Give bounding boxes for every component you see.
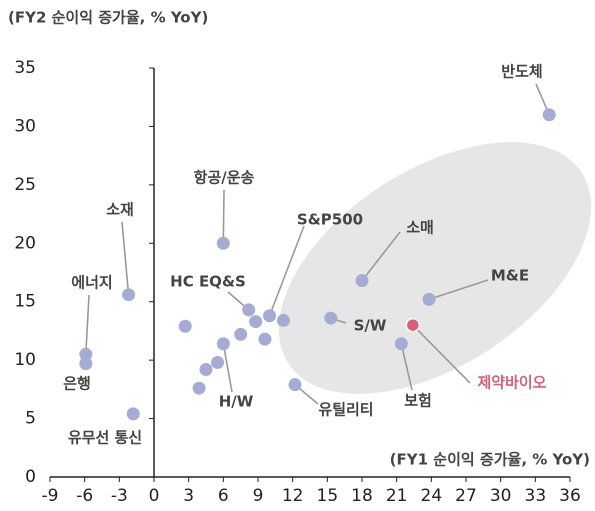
point: [216, 337, 230, 351]
x-tick-label: 0: [149, 486, 160, 506]
y-tick-label: 0: [25, 467, 36, 487]
point-label: 제약바이오: [477, 374, 546, 392]
x-tick-label: 3: [183, 486, 194, 506]
point: [276, 313, 290, 327]
y-tick-label: 30: [14, 116, 36, 136]
y-tick-label: 15: [14, 292, 36, 312]
x-tick-label: 6: [218, 486, 229, 506]
x-tick-label: 33: [525, 486, 547, 506]
point: [288, 378, 302, 392]
y-tick-label: 20: [14, 233, 36, 253]
x-axis-title: (FY1 순이익 증가율, % YoY): [390, 451, 590, 469]
point: [199, 362, 213, 376]
point-label: 유무선 통신: [68, 429, 142, 447]
point-label: H/W: [219, 393, 254, 411]
point-label: 반도체: [501, 63, 542, 81]
point: [542, 108, 556, 122]
y-tick-label: 35: [14, 58, 36, 78]
leader-line: [121, 221, 130, 295]
point-label: 항공/운송: [194, 169, 255, 187]
point: [79, 347, 93, 361]
point-label: S/W: [354, 317, 387, 335]
point: [178, 319, 192, 333]
point: [192, 381, 206, 395]
leader-line: [85, 294, 90, 355]
point: [249, 315, 263, 329]
point: [324, 311, 338, 325]
point: [394, 337, 408, 351]
point: [216, 236, 230, 250]
cluster-ellipse: [278, 142, 592, 394]
point: [405, 317, 421, 333]
leader-line: [412, 324, 471, 384]
point: [355, 274, 369, 288]
x-tick-label: -9: [42, 486, 59, 506]
x-tick-label: 21: [386, 486, 408, 506]
point: [242, 303, 256, 317]
leader-line: [400, 343, 413, 391]
y-tick-label: 10: [14, 350, 36, 370]
point-label: 에너지: [71, 274, 112, 292]
leader-line: [222, 343, 233, 393]
point: [258, 332, 272, 346]
point-label: HC EQ&S: [170, 273, 246, 291]
y-tick-label: 5: [25, 409, 36, 429]
leader-line: [222, 189, 225, 244]
leader-line: [268, 225, 305, 317]
point: [122, 288, 136, 302]
point-label: 보험: [404, 392, 432, 410]
x-tick-label: 12: [282, 486, 304, 506]
point: [234, 327, 248, 341]
point-label: 은행: [63, 375, 91, 393]
x-tick-label: 15: [317, 486, 339, 506]
x-tick-label: 9: [253, 486, 264, 506]
point-label: S&P500: [297, 211, 363, 229]
point-label: 소재: [106, 201, 134, 219]
x-tick-label: -6: [76, 486, 93, 506]
point: [126, 407, 140, 421]
y-tick-label: 25: [14, 175, 36, 195]
leader-line: [361, 231, 401, 282]
y-axis-title: (FY2 순이익 증가율, % YoY): [8, 9, 208, 27]
x-tick-label: -3: [111, 486, 128, 506]
point: [211, 355, 225, 369]
x-tick-label: 30: [490, 486, 512, 506]
x-tick-label: 36: [559, 486, 581, 506]
point-label: 유틸리티: [318, 401, 373, 419]
leader-line: [428, 279, 489, 301]
x-tick-label: 18: [351, 486, 373, 506]
x-tick-label: 27: [455, 486, 477, 506]
point: [263, 309, 277, 323]
point-label: 소매: [406, 219, 434, 237]
x-tick-label: 24: [421, 486, 443, 506]
point: [79, 357, 93, 371]
point-label: M&E: [491, 267, 529, 285]
point: [422, 292, 436, 306]
